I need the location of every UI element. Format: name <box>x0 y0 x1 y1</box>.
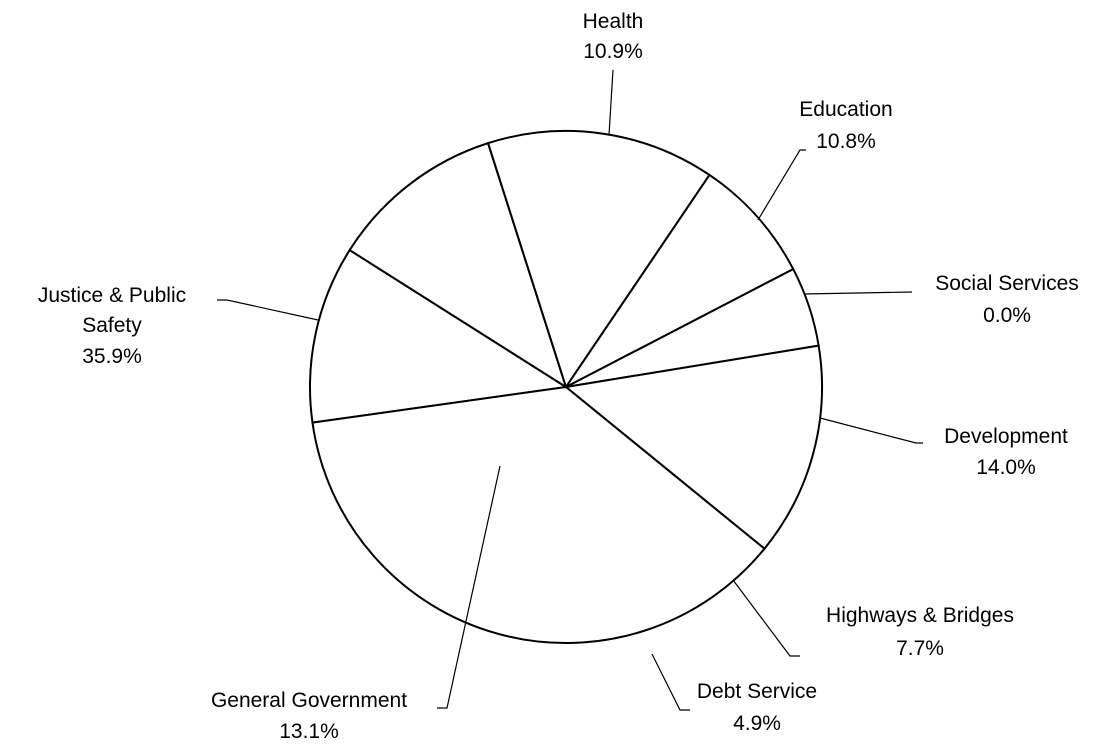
slice-label-justice-and-public-safety-line1: Justice & Public <box>38 284 186 307</box>
slice-percent-health: 10.9% <box>583 40 643 63</box>
slice-label-justice-and-public-safety-line2: Safety <box>82 314 142 337</box>
slice-label-general-government: General Government <box>211 689 407 712</box>
slice-percent-education: 10.8% <box>816 130 876 153</box>
leader-line-health <box>609 70 613 135</box>
slice-label-health: Health <box>583 10 644 33</box>
slice-label-education: Education <box>799 98 892 121</box>
leader-line-debt-service <box>652 654 690 710</box>
slice-label-highways-and-bridges: Highways & Bridges <box>826 604 1014 627</box>
leader-line-social-services <box>804 292 912 294</box>
leader-line-highways-and-bridges <box>733 580 800 656</box>
slice-percent-general-government: 13.1% <box>279 720 339 743</box>
slice-label-social-services: Social Services <box>935 272 1079 295</box>
slice-label-debt-service: Debt Service <box>697 680 817 703</box>
pie-slices <box>310 131 822 643</box>
leader-line-development <box>820 418 923 443</box>
slice-percent-justice-and-public-safety: 35.9% <box>82 345 142 368</box>
slice-label-development: Development <box>944 425 1068 448</box>
slice-percent-debt-service: 4.9% <box>733 712 781 735</box>
leader-line-justice-and-public-safety <box>217 300 318 320</box>
slice-percent-development: 14.0% <box>976 456 1036 479</box>
slice-percent-highways-and-bridges: 7.7% <box>896 637 944 660</box>
slice-percent-social-services: 0.0% <box>983 304 1031 327</box>
leader-line-education <box>758 150 806 220</box>
